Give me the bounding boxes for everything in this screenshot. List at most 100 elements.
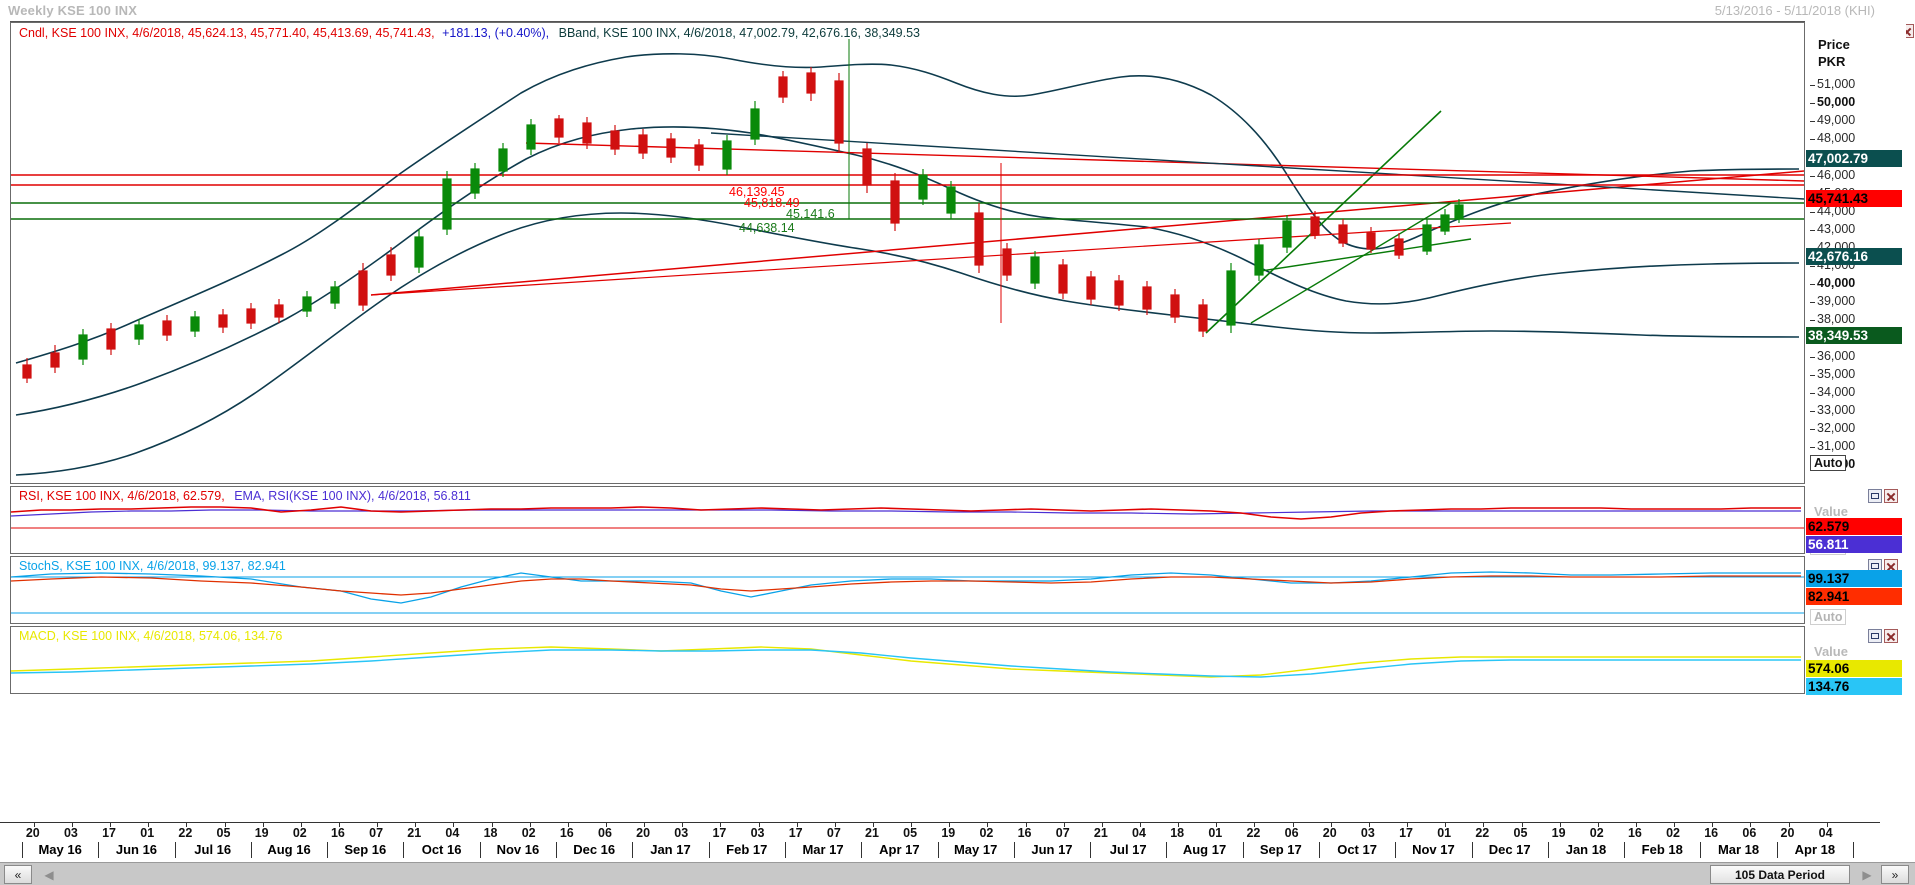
macd-value-tag[interactable]: 134.76	[1806, 678, 1902, 695]
price-value-tag[interactable]: 38,349.53	[1806, 327, 1902, 344]
date-day-label: 21	[407, 826, 422, 840]
rsi-chart-panel[interactable]: RSI, KSE 100 INX, 4/6/2018, 62.579, EMA,…	[10, 486, 1805, 554]
price-tick-mark	[1810, 356, 1815, 358]
date-day-label: 05	[216, 826, 231, 840]
date-month-label: Jan 18	[1565, 842, 1607, 857]
date-tick-mark	[567, 823, 569, 827]
date-month-divider	[479, 842, 481, 858]
date-day-label: 01	[1208, 826, 1223, 840]
annotation-label-3: 45,141.6	[786, 207, 835, 221]
price-tick-mark	[1810, 266, 1815, 267]
title-bar: Weekly KSE 100 INX 5/13/2016 - 5/11/2018…	[0, 0, 1915, 22]
price-axis[interactable]: Price PKR 51,00050,00049,00048,00047,000…	[1806, 22, 1906, 484]
date-day-label: 06	[598, 826, 612, 840]
date-tick-mark	[1788, 823, 1790, 827]
price-value-tag[interactable]: 42,676.16	[1806, 248, 1902, 265]
date-day-label: 02	[1666, 826, 1680, 840]
date-tick-mark	[1063, 823, 1065, 827]
date-tick-mark	[1750, 823, 1752, 827]
date-month-divider	[1776, 842, 1778, 858]
price-tick-label: 50,000	[1817, 95, 1856, 110]
date-tick-mark	[453, 823, 455, 827]
price-chart-panel[interactable]: Cndl, KSE 100 INX, 4/6/2018, 45,624.13, …	[10, 22, 1805, 484]
date-month-divider	[1547, 842, 1549, 858]
date-tick-mark	[1025, 823, 1027, 827]
date-month-label: Aug 16	[267, 842, 311, 857]
stoch-value-tag[interactable]: 82.941	[1806, 588, 1902, 605]
date-range-label: 5/13/2016 - 5/11/2018 (KHI)	[1714, 3, 1875, 18]
price-auto-button[interactable]: Auto	[1810, 455, 1847, 471]
date-month-divider	[327, 842, 329, 858]
date-tick-mark	[1407, 823, 1409, 827]
title-separator	[10, 21, 1805, 22]
stoch-auto-button[interactable]: Auto	[1810, 609, 1847, 625]
minimize-icon[interactable]	[1868, 629, 1882, 643]
date-month-divider	[403, 842, 405, 858]
close-icon[interactable]	[1884, 629, 1898, 643]
date-month-divider	[861, 842, 863, 858]
date-tick-mark	[873, 823, 875, 827]
scroll-prev-button[interactable]: ◀	[44, 867, 54, 882]
date-tick-mark	[1597, 823, 1599, 827]
date-day-label: 16	[330, 826, 345, 840]
date-day-label: 21	[1093, 826, 1108, 840]
price-tick-label: 31,000	[1817, 439, 1856, 453]
rsi-legend-ema: EMA, RSI(KSE 100 INX), 4/6/2018, 56.811	[234, 489, 471, 503]
date-day-label: 04	[1818, 826, 1833, 840]
price-tick-mark	[1810, 447, 1815, 448]
price-value-tag[interactable]: 45,741.43	[1806, 190, 1902, 207]
stoch-axis[interactable]: 99.137 82.941 Auto	[1806, 556, 1906, 625]
date-day-label: 07	[1055, 826, 1070, 840]
macd-panel-window-buttons	[1868, 629, 1898, 643]
date-tick-mark	[606, 823, 607, 827]
date-month-divider	[1166, 842, 1168, 858]
date-month-divider	[1395, 842, 1397, 858]
macd-axis-title: Value	[1814, 644, 1848, 659]
date-month-label: Jun 17	[1031, 842, 1073, 857]
macd-axis[interactable]: Value 574.06 134.76	[1806, 626, 1906, 695]
data-period-button[interactable]: 105 Data Period	[1710, 865, 1850, 884]
date-month-label: Dec 16	[573, 842, 616, 857]
date-day-label: 20	[1322, 826, 1337, 840]
stoch-value-tag[interactable]: 99.137	[1806, 570, 1902, 587]
date-day-label: 04	[445, 826, 460, 840]
date-tick-mark	[1178, 823, 1180, 827]
date-month-divider	[1242, 842, 1244, 858]
date-day-label: 17	[788, 826, 803, 840]
date-month-divider	[1624, 842, 1626, 858]
rsi-value-tag[interactable]: 56.811	[1806, 536, 1902, 553]
date-day-label: 20	[1780, 826, 1795, 840]
date-day-label: 16	[1627, 826, 1642, 840]
date-day-label: 21	[865, 826, 879, 840]
date-day-label: 18	[483, 826, 498, 840]
date-month-divider	[1471, 842, 1473, 858]
scroll-first-button[interactable]: «	[4, 865, 32, 884]
scroll-last-button[interactable]: »	[1881, 865, 1909, 884]
date-tick-mark	[1445, 823, 1447, 827]
price-value-tag[interactable]: 47,002.79	[1806, 150, 1902, 167]
date-month-label: Apr 18	[1794, 842, 1836, 857]
date-day-label: 22	[1475, 826, 1490, 840]
date-tick-mark	[644, 823, 646, 827]
macd-value-tag[interactable]: 574.06	[1806, 660, 1902, 677]
date-day-label: 03	[1360, 826, 1375, 840]
price-tick-label: 34,000	[1817, 384, 1856, 399]
close-icon[interactable]	[1884, 489, 1898, 503]
date-month-label: Jun 16	[115, 842, 158, 857]
rsi-value-tag[interactable]: 62.579	[1806, 518, 1902, 535]
minimize-icon[interactable]	[1868, 559, 1882, 573]
price-tick-mark	[1810, 284, 1815, 286]
date-month-divider	[98, 842, 100, 858]
date-month-divider	[22, 842, 23, 858]
annotation-label-2: 45,818.49	[744, 196, 800, 210]
date-axis-line	[0, 822, 1880, 823]
stoch-chart-panel[interactable]: StochS, KSE 100 INX, 4/6/2018, 99.137, 8…	[10, 556, 1805, 624]
scroll-next-button[interactable]: ▶	[1862, 867, 1872, 882]
window-title: Weekly KSE 100 INX	[8, 3, 138, 18]
date-month-label: Jul 17	[1109, 842, 1147, 857]
date-tick-mark	[262, 823, 264, 827]
date-day-label: 07	[826, 826, 841, 840]
minimize-icon[interactable]	[1868, 489, 1882, 503]
macd-chart-panel[interactable]: MACD, KSE 100 INX, 4/6/2018, 574.06, 134…	[10, 626, 1805, 694]
